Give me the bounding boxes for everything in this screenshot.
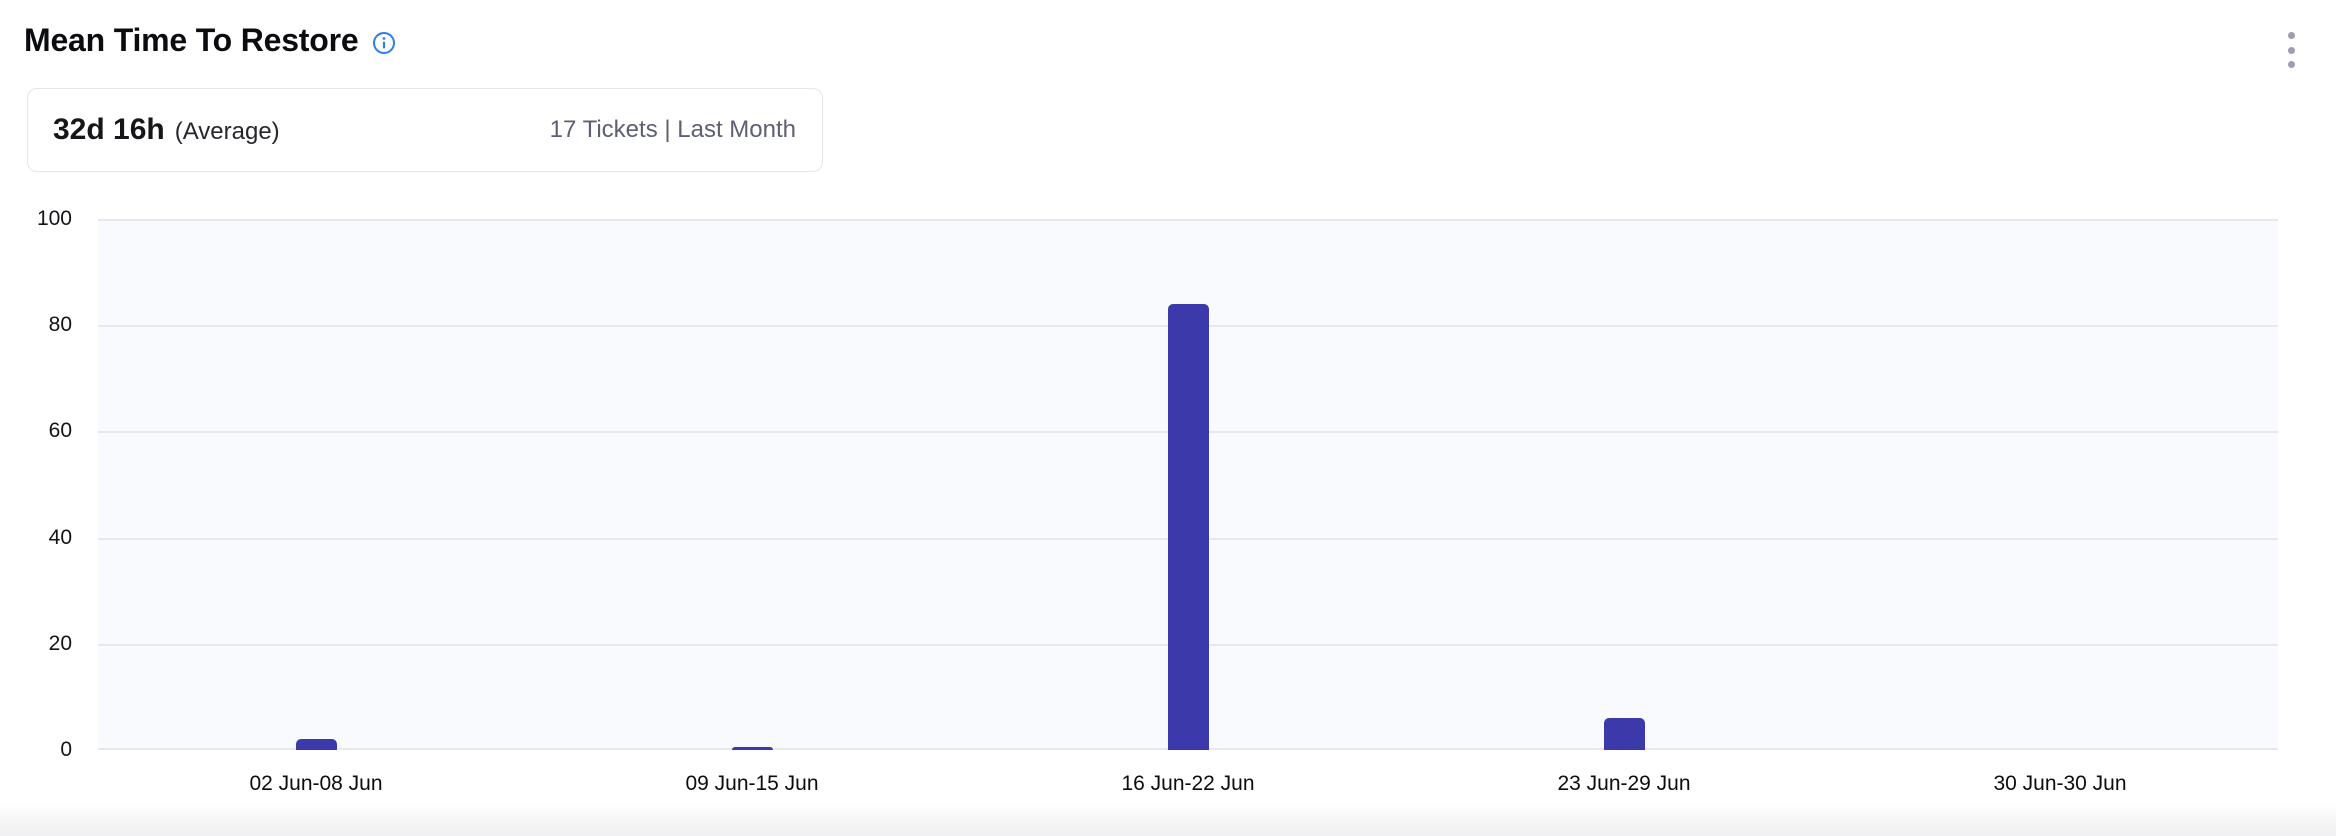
- x-tick-label: 30 Jun-30 Jun: [1993, 772, 2127, 795]
- card-header: Mean Time To Restore: [24, 22, 396, 59]
- y-tick-label: 40: [48, 525, 72, 549]
- kebab-dot: [2287, 46, 2295, 54]
- x-tick-label: 09 Jun-15 Jun: [685, 772, 819, 795]
- summary-suffix: (Average): [174, 118, 280, 145]
- kebab-dot: [2287, 32, 2295, 39]
- x-tick-label: 23 Jun-29 Jun: [1557, 772, 1691, 795]
- summary-box: 32d 16h (Average) 17 Tickets | Last Mont…: [27, 88, 823, 172]
- x-tick-label: 02 Jun-08 Jun: [249, 772, 383, 795]
- page-title: Mean Time To Restore: [24, 22, 359, 58]
- summary-value: 32d 16h: [53, 113, 165, 146]
- bar-02 Jun-08 Jun[interactable]: [295, 739, 337, 750]
- gridline-y100: [98, 219, 2278, 221]
- bar-16 Jun-22 Jun[interactable]: [1167, 303, 1209, 750]
- summary-meta: 17 Tickets | Last Month: [549, 116, 796, 143]
- y-tick-label: 100: [36, 207, 72, 230]
- y-tick-label: 20: [48, 631, 72, 655]
- bar-09 Jun-15 Jun[interactable]: [731, 746, 773, 750]
- bottom-fade: [0, 802, 2336, 836]
- kebab-dot: [2287, 61, 2295, 68]
- x-tick-label: 16 Jun-22 Jun: [1121, 772, 1255, 795]
- y-tick-label: 60: [48, 419, 72, 443]
- y-tick-label: 0: [60, 738, 72, 761]
- info-icon[interactable]: [372, 31, 396, 55]
- plot-area: [98, 219, 2278, 750]
- bar-23 Jun-29 Jun[interactable]: [1603, 718, 1645, 750]
- y-tick-label: 80: [48, 313, 72, 337]
- summary-average: 32d 16h (Average): [53, 113, 280, 147]
- kebab-menu-icon[interactable]: [2278, 30, 2304, 70]
